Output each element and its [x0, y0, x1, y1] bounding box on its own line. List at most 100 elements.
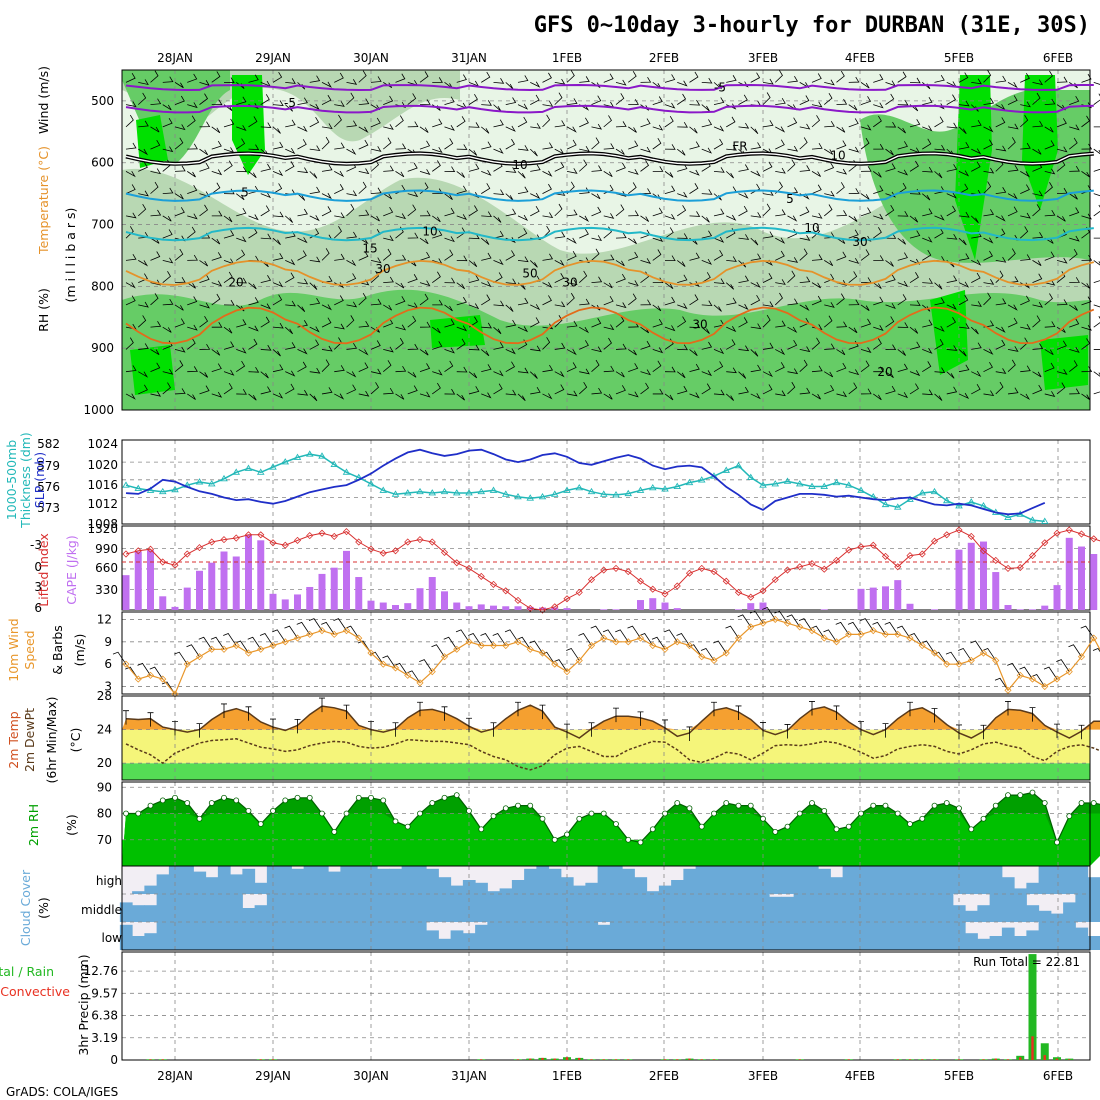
wind-barb — [444, 360, 454, 373]
wind-barb — [689, 294, 699, 306]
cloud-cell-high — [965, 866, 978, 894]
date-label-bottom: 3FEB — [748, 1069, 778, 1083]
rh-marker — [355, 794, 362, 801]
wind-barb — [285, 272, 295, 284]
wind-barb — [591, 276, 603, 284]
wind-barb — [199, 121, 211, 128]
wind-barb — [493, 119, 504, 128]
wind-barb — [1044, 293, 1053, 306]
cloud-cell-high — [193, 871, 207, 894]
wind-barb — [677, 260, 686, 267]
wind-barb — [297, 237, 308, 244]
wind-barb — [236, 319, 247, 328]
panel-ylabel: Speed — [22, 630, 37, 669]
temp-area — [122, 705, 1100, 730]
wind-barb — [125, 295, 136, 306]
cloud-cell-middle — [511, 894, 525, 922]
wind-barb — [738, 234, 750, 240]
wind-barb — [481, 322, 492, 329]
cape-bar — [637, 600, 644, 610]
li-marker — [832, 556, 841, 564]
wind-barb — [407, 191, 419, 198]
cloud-cell-middle — [230, 894, 243, 922]
wind-barb — [1081, 393, 1091, 400]
thickness-marker — [1040, 517, 1049, 524]
wind-barb — [395, 337, 404, 350]
wind-barb — [1032, 79, 1044, 86]
li-marker — [1028, 552, 1037, 560]
wind-barb-10m — [909, 633, 923, 646]
wind-barb-10m — [823, 629, 837, 643]
cape-bar — [294, 594, 301, 610]
wind-barb — [1020, 254, 1031, 261]
wind-barb-10m — [700, 647, 715, 661]
cloud-cell-high — [597, 866, 611, 894]
wind-barb-10m — [958, 647, 972, 661]
rh-marker — [1017, 792, 1024, 799]
wind-barb — [260, 303, 272, 310]
wind-barb — [1032, 148, 1042, 155]
rh-marker — [809, 800, 815, 806]
thickness-tick-label: 573 — [37, 501, 60, 515]
wind-barb — [836, 237, 846, 244]
wind-barb — [370, 257, 382, 264]
cloud-cell-high — [916, 866, 929, 894]
wind-barb — [811, 73, 822, 83]
li-marker — [379, 549, 387, 557]
wind-barb — [824, 79, 835, 86]
cloud-cell-middle — [658, 894, 672, 922]
li-marker — [698, 564, 706, 572]
wind-barb — [873, 296, 884, 306]
wind-barb — [542, 281, 553, 289]
wind-barb — [211, 280, 223, 287]
li-marker — [710, 568, 718, 576]
rh-marker — [711, 810, 717, 817]
wind-barb — [530, 94, 540, 105]
wind-barb — [591, 346, 603, 353]
cloud-cell-middle — [1038, 910, 1052, 922]
wind-barb — [162, 146, 174, 153]
wind-marker — [453, 645, 461, 653]
wind-barb — [677, 80, 688, 87]
rh-marker — [956, 805, 962, 812]
wind-barb — [1081, 324, 1092, 331]
rh-marker — [723, 800, 730, 806]
isotherm--5a — [125, 83, 1094, 92]
rh-marker — [747, 802, 754, 809]
wind-barb — [603, 282, 613, 289]
wind-barb — [738, 81, 749, 88]
wind-barb — [836, 98, 848, 106]
wind-marker — [1016, 671, 1024, 679]
wind-barb — [150, 168, 162, 175]
li-marker — [502, 587, 510, 595]
precip-conv-bar — [676, 1059, 679, 1060]
wind-barb — [603, 296, 614, 306]
minmax-errorbar — [490, 722, 497, 737]
wind-barb — [640, 146, 651, 153]
cloud-cell-high — [1001, 877, 1015, 894]
minmax-errorbar — [588, 722, 595, 737]
rh-fill-bright — [1040, 335, 1088, 390]
wind-barb — [664, 115, 674, 128]
date-label-top: 3FEB — [748, 51, 778, 65]
thickness-marker — [636, 486, 645, 493]
wind-barb — [1044, 349, 1054, 356]
thickness-tick-label: 579 — [37, 459, 60, 473]
wind-barb — [187, 171, 196, 178]
wind-barb — [407, 121, 419, 128]
wind-barb — [174, 193, 184, 200]
minmax-errorbar — [760, 722, 766, 737]
minmax-errorbar — [539, 704, 546, 720]
wind-barb — [983, 279, 995, 285]
wind-barb — [1007, 206, 1018, 217]
wind-barb — [199, 260, 209, 267]
thickness-marker — [612, 491, 620, 498]
wind-barb — [971, 370, 982, 378]
wind-barb-10m — [431, 644, 445, 657]
wind-barb — [1032, 343, 1044, 350]
wind-barb — [456, 144, 468, 150]
cape-bar — [955, 549, 963, 610]
cloud-cell-high — [928, 866, 942, 894]
wind-barb — [432, 229, 443, 239]
